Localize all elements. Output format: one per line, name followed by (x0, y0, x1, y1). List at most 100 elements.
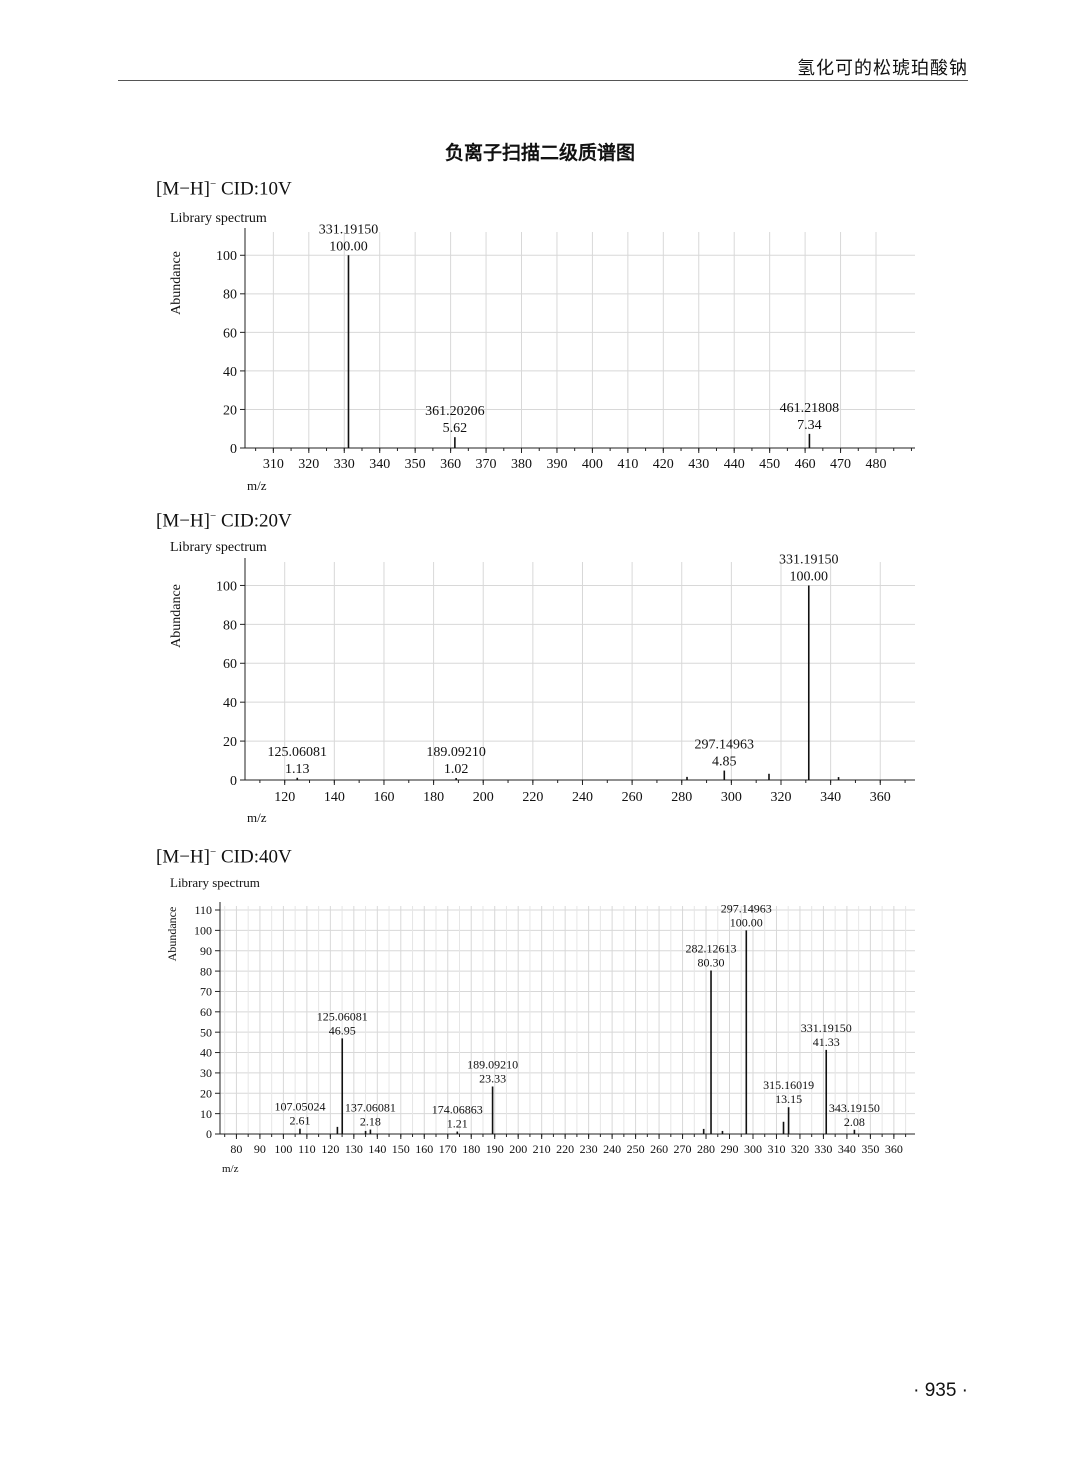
x-tick-label: 400 (582, 457, 603, 472)
y-tick-label: 0 (206, 1127, 212, 1141)
x-tick-label: 450 (759, 457, 780, 472)
x-tick-label: 100 (274, 1142, 292, 1156)
x-tick-label: 160 (415, 1142, 433, 1156)
x-tick-label: 260 (622, 790, 643, 805)
peak-mz-label: 137.06081 (345, 1101, 396, 1115)
x-tick-label: 270 (674, 1142, 692, 1156)
x-tick-label: 260 (650, 1142, 668, 1156)
peak-mz-label: 189.09210 (467, 1057, 518, 1071)
peak-mz-label: 297.14963 (695, 738, 755, 753)
peak-mz-label: 461.21808 (780, 401, 840, 416)
x-axis-label: m/z (222, 1163, 239, 1175)
chart-label: [M−H]− CID:10V (156, 178, 292, 200)
peak-mz-label: 125.06081 (268, 745, 328, 760)
x-tick-label: 370 (476, 457, 497, 472)
x-tick-label: 170 (439, 1142, 457, 1156)
x-axis-label: m/z (247, 810, 267, 825)
y-tick-label: 60 (223, 657, 237, 672)
dot-icon: · (913, 1380, 920, 1401)
x-tick-label: 440 (724, 457, 745, 472)
peak-mz-label: 331.19150 (319, 222, 379, 237)
x-tick-label: 460 (795, 457, 816, 472)
x-tick-label: 340 (838, 1142, 856, 1156)
page-number-value: 935 (924, 1380, 957, 1401)
y-tick-label: 10 (200, 1107, 212, 1121)
y-tick-label: 20 (200, 1086, 212, 1100)
peak-intensity-label: 23.33 (479, 1071, 506, 1085)
x-tick-label: 300 (721, 790, 742, 805)
page-number: · 935 · (913, 1380, 968, 1402)
peak-mz-label: 174.06863 (432, 1103, 483, 1117)
x-tick-label: 200 (473, 790, 494, 805)
x-tick-label: 430 (688, 457, 709, 472)
x-tick-label: 390 (546, 457, 567, 472)
x-axis-label: m/z (247, 478, 267, 493)
y-tick-label: 0 (230, 442, 237, 457)
peak-intensity-label: 100.00 (730, 915, 763, 929)
x-tick-label: 240 (572, 790, 593, 805)
y-tick-label: 80 (223, 288, 237, 303)
peak-intensity-label: 5.62 (443, 421, 468, 436)
y-axis-label: Abundance (169, 584, 184, 648)
x-tick-label: 290 (721, 1142, 739, 1156)
peak-mz-label: 315.16019 (763, 1078, 814, 1092)
x-tick-label: 320 (791, 1142, 809, 1156)
spectrum-block-cid10: [M−H]− CID:10V Library spectrum 0 20 40 60 8… (150, 178, 930, 498)
y-tick-label: 20 (223, 735, 237, 750)
y-tick-label: 30 (200, 1066, 212, 1080)
x-tick-label: 90 (254, 1142, 266, 1156)
peak-intensity-label: 2.18 (360, 1115, 381, 1129)
x-tick-label: 300 (744, 1142, 762, 1156)
y-tick-label: 60 (200, 1005, 212, 1019)
peak-mz-label: 361.20206 (425, 404, 485, 419)
spectrum-chart-cid10: 0 20 40 60 80 100 310 320 330 340 350 360 370 380 390 4… (169, 222, 915, 493)
x-tick-label: 330 (334, 457, 355, 472)
y-tick-label: 0 (230, 774, 237, 789)
chart-subtitle: Library spectrum (170, 875, 260, 890)
x-tick-label: 110 (298, 1142, 316, 1156)
peak-intensity-label: 41.33 (813, 1035, 840, 1049)
peak-intensity-label: 1.21 (447, 1117, 468, 1131)
x-tick-label: 120 (321, 1142, 339, 1156)
y-tick-label: 80 (200, 964, 212, 978)
x-tick-label: 420 (653, 457, 674, 472)
x-tick-label: 220 (556, 1142, 574, 1156)
x-tick-label: 360 (885, 1142, 903, 1156)
peak-intensity-label: 80.30 (698, 955, 725, 969)
x-tick-label: 480 (866, 457, 887, 472)
x-tick-label: 120 (274, 790, 295, 805)
y-tick-label: 50 (200, 1025, 212, 1039)
x-tick-label: 80 (230, 1142, 242, 1156)
x-tick-label: 140 (368, 1142, 386, 1156)
peak-intensity-label: 1.02 (444, 762, 469, 777)
x-tick-label: 360 (870, 790, 891, 805)
x-tick-label: 380 (511, 457, 532, 472)
spectrum-block-cid20: [M−H]− CID:20V Library spectrum 0 20 40 60 8… (150, 506, 930, 836)
x-tick-label: 180 (423, 790, 444, 805)
x-tick-label: 180 (462, 1142, 480, 1156)
peak-intensity-label: 100.00 (329, 239, 368, 254)
x-tick-label: 200 (509, 1142, 527, 1156)
x-tick-label: 140 (324, 790, 345, 805)
peak-intensity-label: 7.34 (797, 418, 822, 433)
running-title: 氢化可的松琥珀酸钠 (797, 58, 968, 79)
y-tick-label: 90 (200, 944, 212, 958)
x-tick-label: 190 (486, 1142, 504, 1156)
x-tick-label: 350 (405, 457, 426, 472)
y-tick-label: 100 (216, 579, 237, 594)
spectrum-chart-cid20: 0 20 40 60 80 100 120 140 160 180 200 220 240 260 280 3… (169, 552, 915, 825)
x-tick-label: 250 (627, 1142, 645, 1156)
peak-mz-label: 107.05024 (274, 1100, 325, 1114)
peak-intensity-label: 2.08 (844, 1115, 865, 1129)
x-tick-label: 310 (767, 1142, 785, 1156)
peak-intensity-label: 100.00 (790, 569, 829, 584)
x-tick-label: 360 (440, 457, 461, 472)
peak-mz-label: 125.06081 (317, 1009, 368, 1023)
y-tick-label: 80 (223, 618, 237, 633)
peak-mz-label: 343.19150 (829, 1101, 880, 1115)
peak-mz-label: 282.12613 (686, 941, 737, 955)
y-tick-label: 110 (194, 903, 212, 917)
y-tick-label: 40 (200, 1046, 212, 1060)
x-tick-label: 230 (580, 1142, 598, 1156)
peak-mz-label: 297.14963 (721, 901, 772, 915)
